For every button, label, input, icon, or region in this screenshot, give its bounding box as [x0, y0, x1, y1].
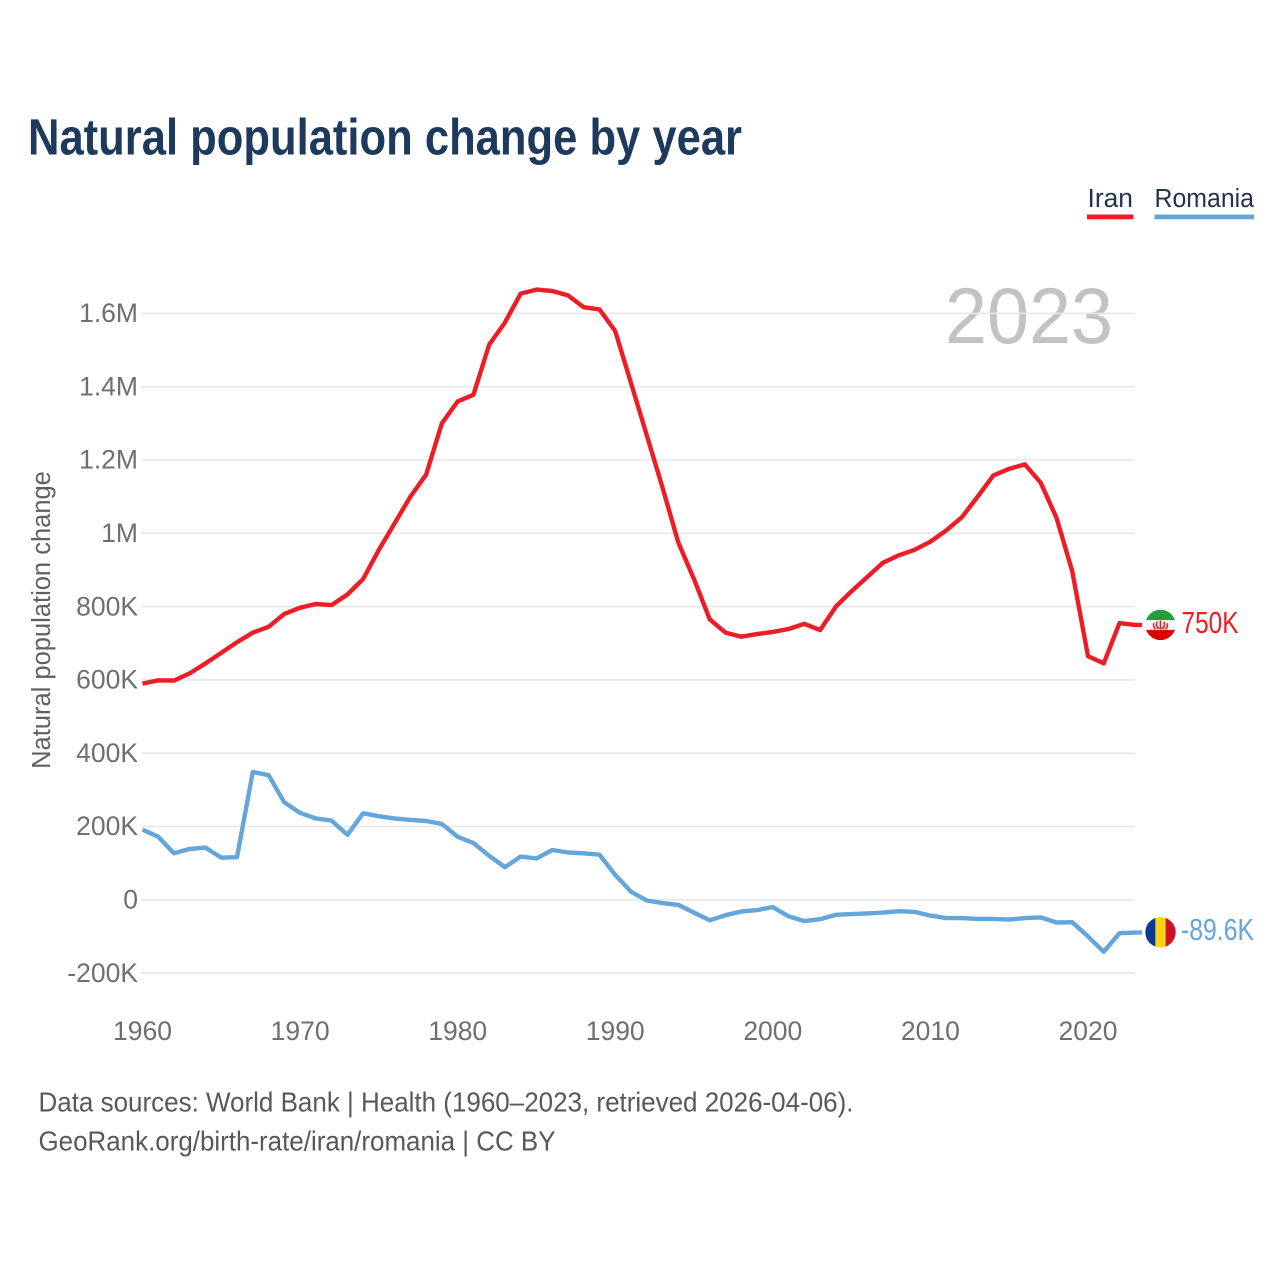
- svg-text:1.6M: 1.6M: [79, 298, 138, 328]
- svg-text:800K: 800K: [76, 591, 138, 621]
- svg-text:1970: 1970: [271, 1016, 330, 1046]
- svg-text:1980: 1980: [428, 1016, 487, 1046]
- svg-text:1M: 1M: [101, 518, 138, 548]
- svg-text:Natural population change by y: Natural population change by year: [28, 109, 742, 166]
- svg-text:1.2M: 1.2M: [79, 445, 138, 475]
- svg-text:2020: 2020: [1059, 1016, 1118, 1046]
- svg-text:750K: 750K: [1182, 605, 1239, 640]
- svg-text:1960: 1960: [113, 1016, 172, 1046]
- svg-text:2010: 2010: [901, 1016, 960, 1046]
- svg-text:Iran: Iran: [1088, 185, 1134, 213]
- svg-text:0: 0: [123, 885, 138, 915]
- svg-text:-200K: -200K: [67, 958, 138, 988]
- svg-text:Natural population change: Natural population change: [28, 471, 56, 769]
- svg-text:GeoRank.org/birth-rate/iran/ro: GeoRank.org/birth-rate/iran/romania | CC…: [39, 1126, 556, 1157]
- svg-text:1990: 1990: [586, 1016, 645, 1046]
- svg-text:2023: 2023: [945, 271, 1113, 360]
- svg-text:2000: 2000: [743, 1016, 802, 1046]
- svg-text:400K: 400K: [76, 738, 138, 768]
- svg-text:Data sources: World Bank | Hea: Data sources: World Bank | Health (1960–…: [39, 1087, 854, 1118]
- svg-text:1.4M: 1.4M: [79, 371, 138, 401]
- svg-text:200K: 200K: [76, 811, 138, 841]
- svg-text:600K: 600K: [76, 665, 138, 695]
- svg-text:Romania: Romania: [1155, 185, 1255, 213]
- svg-text:-89.6K: -89.6K: [1181, 912, 1254, 947]
